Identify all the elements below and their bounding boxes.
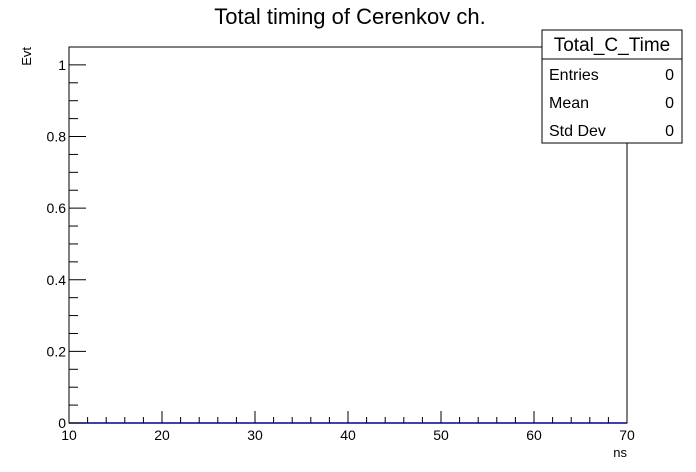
stats-box: Total_C_Time Entries 0 Mean 0 Std Dev 0 <box>541 29 683 144</box>
stats-stddev-value: 0 <box>665 123 674 140</box>
y-axis-label: Evt <box>19 47 34 66</box>
x-tick-label: 60 <box>526 427 542 443</box>
y-axis: 0 0.2 0.4 0.6 0.8 1 <box>47 46 86 431</box>
y-tick-label: 0 <box>58 415 66 431</box>
x-tick-label: 20 <box>154 427 170 443</box>
y-tick-label: 0.8 <box>47 129 67 145</box>
y-tick-label: 0.6 <box>47 200 67 216</box>
y-tick-label: 0.2 <box>47 343 67 359</box>
stats-entries-value: 0 <box>665 67 674 84</box>
stats-box-frame <box>541 29 683 144</box>
x-tick-label: 40 <box>340 427 356 443</box>
stats-entries-label: Entries <box>549 67 599 84</box>
y-tick-label: 0.4 <box>47 272 67 288</box>
x-tick-label: 50 <box>433 427 449 443</box>
stats-box-title: Total_C_Time <box>554 35 671 56</box>
y-tick-label: 1 <box>58 57 66 73</box>
stats-mean-value: 0 <box>665 95 674 112</box>
chart-title: Total timing of Cerenkov ch. <box>214 4 485 29</box>
x-tick-label: 70 <box>619 427 635 443</box>
stats-mean-label: Mean <box>549 95 589 112</box>
x-axis: 10 20 30 40 50 60 70 <box>61 411 635 443</box>
x-axis-label: ns <box>613 445 627 460</box>
x-tick-label: 30 <box>247 427 263 443</box>
x-tick-label: 10 <box>61 427 77 443</box>
stats-stddev-label: Std Dev <box>549 123 606 140</box>
